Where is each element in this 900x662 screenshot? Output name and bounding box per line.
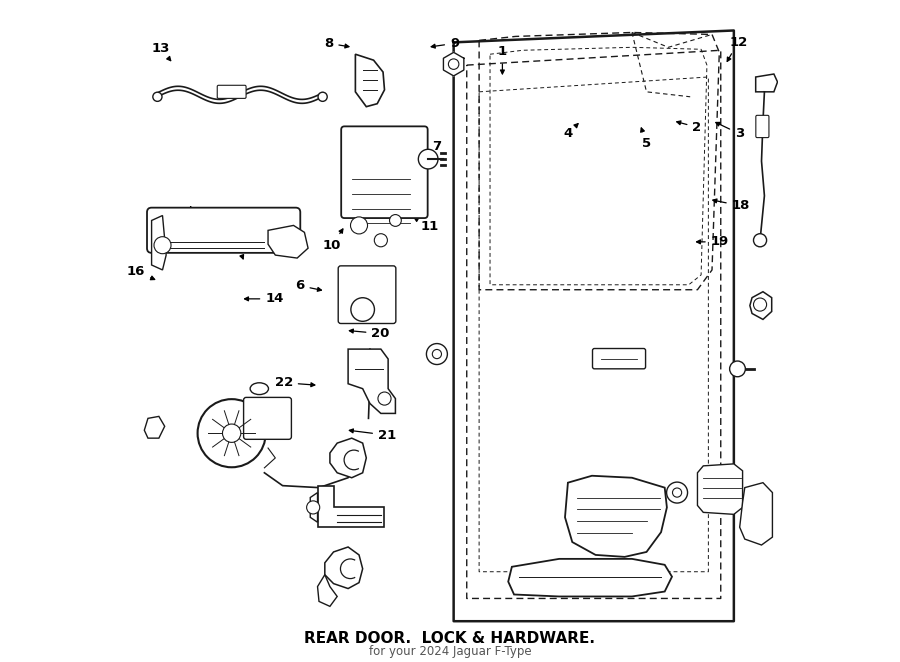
Text: 3: 3 [716,122,744,140]
Text: 22: 22 [274,376,315,389]
Text: 9: 9 [431,37,459,50]
Text: 7: 7 [411,140,441,154]
Polygon shape [444,52,464,76]
Circle shape [667,482,688,503]
Circle shape [307,501,320,514]
Polygon shape [325,547,363,589]
Circle shape [222,424,241,442]
Polygon shape [565,476,667,557]
Ellipse shape [250,383,268,395]
Circle shape [374,234,387,247]
Polygon shape [318,486,384,527]
Text: 17: 17 [176,207,194,226]
Text: 20: 20 [349,327,390,340]
Text: REAR DOOR.  LOCK & HARDWARE.: REAR DOOR. LOCK & HARDWARE. [304,631,596,645]
FancyBboxPatch shape [147,208,301,253]
Circle shape [730,361,745,377]
Text: 15: 15 [230,242,248,259]
Circle shape [153,92,162,101]
Text: 13: 13 [151,42,171,61]
Text: 19: 19 [697,236,729,248]
Text: 5: 5 [641,128,651,150]
Polygon shape [151,216,166,270]
Polygon shape [756,74,778,92]
Text: 1: 1 [498,46,507,74]
Circle shape [432,350,442,359]
Polygon shape [268,226,308,258]
Polygon shape [356,54,384,107]
Text: 2: 2 [677,120,701,134]
Text: 10: 10 [323,229,343,252]
Circle shape [390,214,401,226]
Circle shape [427,344,447,365]
Text: for your 2024 Jaguar F-Type: for your 2024 Jaguar F-Type [369,645,531,658]
Text: 21: 21 [349,428,396,442]
Text: 11: 11 [414,218,439,233]
Polygon shape [740,483,772,545]
Circle shape [448,59,459,70]
Text: 18: 18 [713,199,750,213]
Circle shape [318,92,328,101]
Polygon shape [330,438,366,478]
Circle shape [753,234,767,247]
FancyBboxPatch shape [217,85,246,99]
FancyBboxPatch shape [592,348,645,369]
Circle shape [418,150,438,169]
Polygon shape [508,559,672,596]
Circle shape [198,399,266,467]
Circle shape [154,237,171,254]
Circle shape [351,298,374,321]
FancyBboxPatch shape [244,397,292,440]
Circle shape [753,298,767,311]
Polygon shape [750,292,771,319]
Text: 12: 12 [727,36,747,62]
Text: 14: 14 [245,293,284,305]
Polygon shape [144,416,165,438]
FancyBboxPatch shape [341,126,428,218]
Polygon shape [348,349,395,413]
Circle shape [350,217,367,234]
FancyBboxPatch shape [338,266,396,324]
Text: 8: 8 [324,37,349,50]
Text: 4: 4 [563,124,578,140]
Polygon shape [318,575,338,606]
Circle shape [672,488,681,497]
Circle shape [378,392,391,405]
Polygon shape [310,493,318,522]
FancyBboxPatch shape [756,115,769,138]
Polygon shape [698,464,742,514]
Text: 16: 16 [127,265,155,280]
Text: 6: 6 [295,279,321,292]
